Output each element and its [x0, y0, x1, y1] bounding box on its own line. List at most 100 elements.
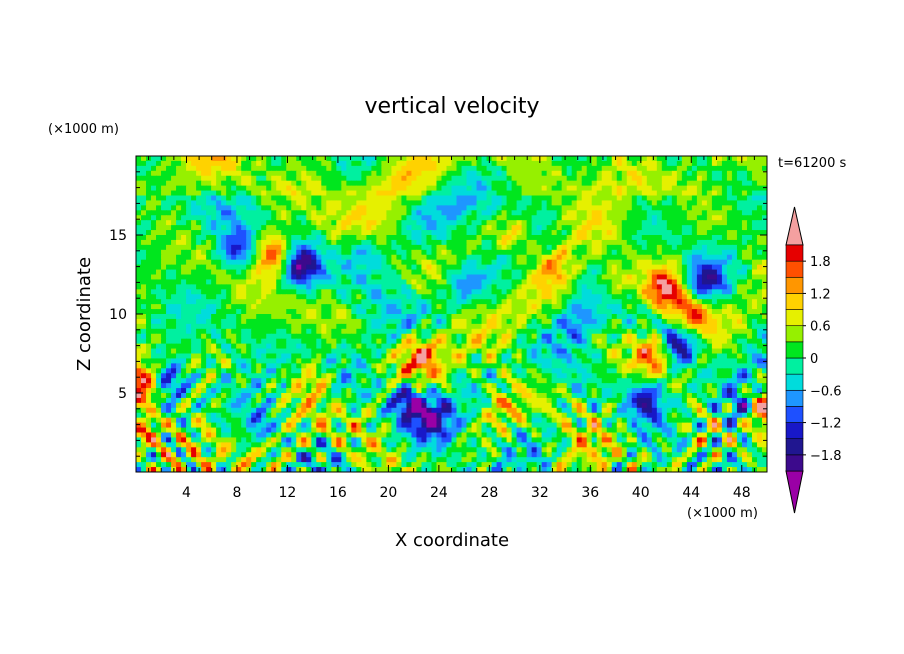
field-cell — [531, 249, 538, 256]
field-cell — [246, 294, 252, 300]
field-cell — [361, 314, 367, 320]
field-cell — [196, 239, 202, 246]
field-cell — [426, 156, 433, 162]
field-cell — [191, 200, 197, 206]
field-cell — [626, 338, 633, 345]
field-cell — [176, 328, 182, 335]
field-cell — [611, 205, 618, 211]
field-cell — [661, 264, 668, 271]
field-cell — [471, 239, 478, 246]
field-cell — [151, 294, 157, 300]
field-cell — [356, 185, 362, 192]
field-cell — [651, 254, 658, 261]
field-cell — [171, 170, 177, 177]
field-cell — [221, 190, 227, 197]
field-cell — [211, 175, 217, 182]
field-cell — [311, 318, 317, 325]
field-cell — [496, 210, 503, 216]
field-cell — [306, 338, 312, 345]
field-cell — [381, 279, 387, 285]
field-cell — [746, 165, 753, 172]
field-cell — [411, 180, 418, 187]
field-cell — [651, 274, 658, 281]
field-cell — [356, 314, 362, 320]
field-cell — [356, 323, 362, 330]
field-cell — [406, 343, 413, 350]
field-cell — [181, 244, 187, 251]
field-cell — [186, 165, 192, 172]
field-cell — [396, 304, 403, 310]
field-cell — [386, 185, 393, 192]
field-cell — [511, 279, 518, 285]
field-cell — [516, 279, 523, 285]
field-cell — [366, 200, 372, 206]
field-cell — [136, 299, 142, 305]
field-cell — [326, 180, 332, 187]
field-cell — [411, 220, 418, 226]
field-cell — [351, 338, 357, 345]
field-cell — [246, 328, 252, 335]
field-cell — [581, 205, 588, 211]
field-cell — [666, 244, 673, 251]
field-cell — [711, 175, 718, 182]
field-cell — [666, 279, 673, 285]
field-cell — [346, 264, 352, 271]
field-cell — [221, 244, 227, 251]
field-cell — [666, 239, 673, 246]
field-cell — [286, 156, 292, 162]
field-cell — [661, 249, 668, 256]
field-cell — [211, 244, 217, 251]
field-cell — [701, 328, 708, 335]
field-cell — [661, 338, 668, 345]
field-cell — [226, 333, 232, 340]
field-cell — [611, 318, 618, 325]
field-cell — [556, 244, 563, 251]
field-cell — [531, 185, 538, 192]
field-cell — [296, 269, 302, 276]
field-cell — [551, 343, 558, 350]
field-cell — [721, 264, 728, 271]
field-cell — [711, 160, 718, 167]
field-cell — [411, 249, 418, 256]
field-cell — [361, 195, 367, 202]
field-cell — [616, 249, 623, 256]
field-cell — [371, 309, 377, 315]
field-cell — [156, 299, 162, 305]
field-cell — [181, 264, 187, 271]
field-cell — [566, 160, 573, 167]
field-cell — [366, 259, 372, 266]
field-cell — [546, 333, 553, 340]
field-cell — [496, 200, 503, 206]
field-cell — [621, 156, 628, 162]
field-cell — [436, 230, 443, 236]
field-cell — [446, 160, 453, 167]
field-cell — [416, 333, 423, 340]
field-cell — [711, 185, 718, 192]
field-cell — [731, 180, 738, 187]
field-cell — [151, 205, 157, 211]
field-cell — [341, 160, 347, 167]
field-cell — [651, 294, 658, 300]
field-cell — [491, 299, 498, 305]
field-cell — [281, 333, 287, 340]
field-cell — [241, 239, 247, 246]
field-cell — [576, 343, 583, 350]
field-cell — [381, 264, 387, 271]
field-cell — [501, 175, 508, 182]
field-cell — [646, 215, 653, 221]
field-cell — [506, 269, 513, 276]
field-cell — [231, 205, 237, 211]
field-cell — [241, 215, 247, 221]
field-cell — [551, 190, 558, 197]
field-cell — [556, 215, 563, 221]
field-cell — [461, 333, 468, 340]
field-cell — [746, 235, 753, 241]
field-cell — [676, 195, 683, 202]
field-cell — [221, 230, 227, 236]
field-cell — [426, 254, 433, 261]
field-cell — [566, 220, 573, 226]
field-cell — [451, 343, 458, 350]
field-cell — [181, 195, 187, 202]
field-cell — [351, 333, 357, 340]
field-cell — [521, 200, 528, 206]
